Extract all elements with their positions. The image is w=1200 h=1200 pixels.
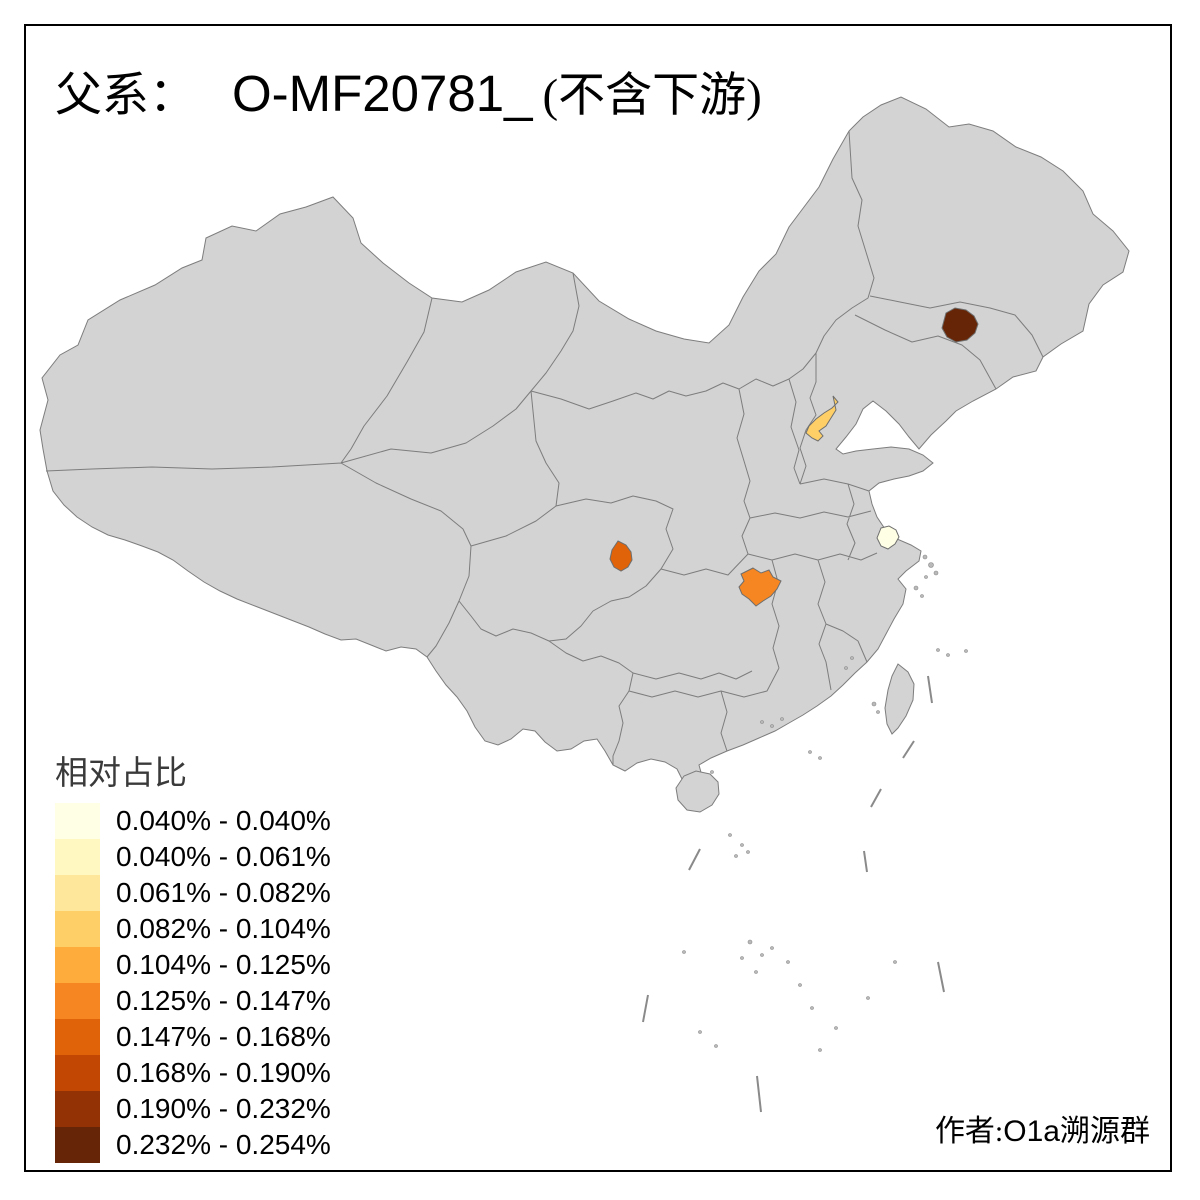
legend-label: 0.125% - 0.147%	[116, 985, 331, 1016]
legend-swatch	[55, 1055, 100, 1091]
plot-frame	[24, 24, 1172, 1172]
legend-swatch-rect	[55, 1055, 100, 1091]
legend-item: 0.061% - 0.082%	[55, 875, 331, 911]
highlight-region-sichuan	[609, 540, 633, 572]
legend-swatch	[55, 839, 100, 875]
legend-label: 0.040% - 0.040%	[116, 805, 331, 836]
attribution-code: O1a	[1003, 1115, 1060, 1148]
highlight-region-hunan	[738, 567, 782, 607]
legend-swatch	[55, 875, 100, 911]
legend-swatch-rect	[55, 947, 100, 983]
attribution-suffix: 溯源群	[1060, 1115, 1150, 1148]
legend-label: 0.082% - 0.104%	[116, 913, 331, 944]
legend-swatch	[55, 1127, 100, 1163]
legend: 0.040% - 0.040% 0.040% - 0.061% 0.061% -…	[55, 803, 331, 1163]
legend-swatch	[55, 947, 100, 983]
title-suffix: (不含下游)	[542, 70, 762, 122]
taiwan-island	[884, 663, 915, 735]
legend-swatch-rect	[55, 983, 100, 1019]
south-china-sea-islands	[682, 554, 968, 1052]
legend-item: 0.040% - 0.061%	[55, 839, 331, 875]
nine-dash-line	[642, 675, 945, 1113]
legend-label: 0.190% - 0.232%	[116, 1093, 331, 1124]
attribution-prefix: 作者:	[934, 1115, 1004, 1148]
legend-swatch-rect	[55, 1019, 100, 1055]
legend-label: 0.104% - 0.125%	[116, 949, 331, 980]
legend-label: 0.040% - 0.061%	[116, 841, 331, 872]
province-borders	[45, 130, 1044, 765]
legend-label: 0.147% - 0.168%	[116, 1021, 331, 1052]
legend-item: 0.168% - 0.190%	[55, 1055, 331, 1091]
legend-item: 0.082% - 0.104%	[55, 911, 331, 947]
attribution: 作者:O1a溯源群	[935, 1106, 1150, 1150]
legend-label: 0.061% - 0.082%	[116, 877, 331, 908]
highlight-region-jiangsu	[876, 525, 900, 550]
legend-swatch-rect	[55, 911, 100, 947]
legend-item: 0.040% - 0.040%	[55, 803, 331, 839]
legend-item: 0.232% - 0.254%	[55, 1127, 331, 1163]
highlight-region-shandong	[805, 395, 839, 442]
legend-label: 0.232% - 0.254%	[116, 1129, 331, 1160]
legend-swatch	[55, 911, 100, 947]
legend-label: 0.168% - 0.190%	[116, 1057, 331, 1088]
legend-swatch-rect	[55, 1127, 100, 1163]
legend-swatch-rect	[55, 875, 100, 911]
hainan-island	[675, 770, 720, 813]
map-title: 父系： O-MF20781_ (不含下游)	[55, 56, 762, 125]
legend-swatch-rect	[55, 1091, 100, 1127]
legend-title: 相对占比	[55, 754, 187, 791]
title-haplogroup: O-MF20781_	[232, 65, 533, 122]
highlight-region-northeast	[941, 307, 979, 343]
legend-swatch	[55, 1091, 100, 1127]
legend-item: 0.125% - 0.147%	[55, 983, 331, 1019]
legend-item: 0.104% - 0.125%	[55, 947, 331, 983]
legend-swatch-rect	[55, 803, 100, 839]
legend-item: 0.147% - 0.168%	[55, 1019, 331, 1055]
legend-item: 0.190% - 0.232%	[55, 1091, 331, 1127]
mainland-landmass	[39, 96, 1130, 795]
legend-swatch	[55, 1019, 100, 1055]
legend-swatch-rect	[55, 839, 100, 875]
legend-swatch	[55, 983, 100, 1019]
legend-swatch	[55, 803, 100, 839]
title-prefix: 父系：	[55, 70, 196, 122]
